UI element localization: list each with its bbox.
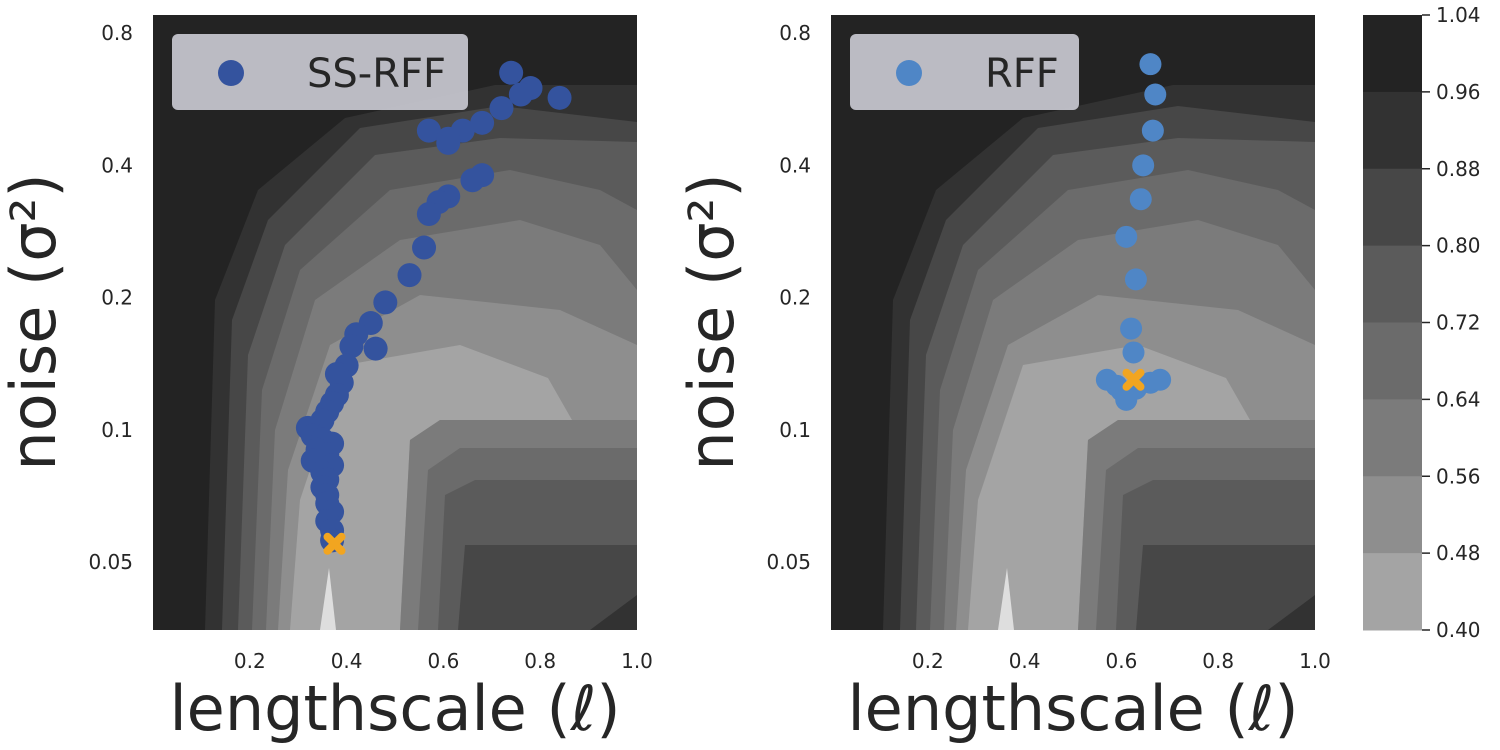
x-tick-label: 0.6 [1105,649,1137,673]
data-point [460,168,485,193]
x-tick-label: 0.4 [331,649,363,673]
data-point [1115,388,1138,411]
legend-box [172,34,468,110]
colorbar-band [1363,245,1422,323]
x-tick-label: 0.6 [427,649,459,673]
colorbar-tick-label: 0.96 [1436,80,1481,104]
legend-marker-rff [896,60,922,86]
colorbar-band [1363,553,1422,631]
contour-map [153,15,637,630]
data-point [547,85,572,110]
x-tick-label: 0.2 [234,649,266,673]
legend-label-rff: RFF [985,51,1059,97]
data-point [1141,119,1164,142]
colorbar: 1.04 0.96 0.88 0.80 0.72 0.64 0.56 0.48 0.40 [1363,3,1481,642]
y-tick-label: 0.05 [766,550,811,574]
contour-map [831,15,1315,630]
x-tick-label: 0.8 [524,649,556,673]
y-tick-label: 0.05 [88,550,133,574]
y-tick-label: 0.4 [779,153,811,177]
optimum-x-marker [323,532,346,555]
data-point [1129,188,1152,211]
colorbar-band [1363,399,1422,477]
legend-box [850,34,1079,110]
data-point [363,336,388,361]
data-point [412,235,437,260]
x-tick-labels-left: 0.2 0.4 0.6 0.8 1.0 [234,649,653,673]
data-point [397,263,422,288]
data-point [1124,268,1147,291]
x-axis-label: lengthscale (ℓ) [847,672,1298,745]
series-layer-right [1095,53,1172,411]
y-tick-label: 0.2 [101,286,133,310]
panel-rff: 0.2 0.4 0.6 0.8 1.0 0.05 0.1 0.2 0.4 0.8 lengths… [675,15,1331,745]
data-point [416,201,441,226]
colorbar-tick-label: 1.04 [1436,3,1481,27]
x-tick-label: 1.0 [1299,649,1331,673]
data-point [436,126,461,151]
colorbar-band [1363,476,1422,554]
x-tick-label: 0.4 [1009,649,1041,673]
panel-ss-rff: 0.2 0.4 0.6 0.8 1.0 0.05 0.1 0.2 0.4 0.8 lengths… [0,15,653,745]
colorbar-tick-label: 0.40 [1436,618,1481,642]
y-tick-label: 0.2 [779,286,811,310]
data-point [1132,154,1155,177]
y-tick-labels-right: 0.05 0.1 0.2 0.4 0.8 [766,21,811,574]
x-tick-label: 1.0 [621,649,653,673]
data-point [1144,83,1167,106]
data-point [470,110,495,135]
series-layer-left [295,60,572,555]
colorbar-band [1363,322,1422,400]
data-point [1120,317,1143,340]
y-tick-label: 0.4 [101,153,133,177]
data-point [416,118,441,143]
data-point [1149,368,1172,391]
y-tick-label: 0.1 [101,418,133,442]
colorbar-band [1363,91,1422,170]
colorbar-tick-label: 0.88 [1436,157,1481,181]
colorbar-tick-label: 0.56 [1436,464,1481,488]
y-tick-label: 0.8 [779,21,811,45]
colorbar-band [1363,15,1422,93]
colorbar-tick-label: 0.80 [1436,234,1481,258]
x-tick-label: 0.8 [1202,649,1234,673]
data-point [1115,225,1138,248]
legend-marker-ss-rff [218,60,244,86]
y-tick-label: 0.1 [779,418,811,442]
x-tick-label: 0.2 [912,649,944,673]
legend: SS-RFF [172,34,468,110]
data-point [508,82,533,107]
y-tick-labels-left: 0.05 0.1 0.2 0.4 0.8 [88,21,133,574]
y-axis-label: noise (σ²) [675,173,748,470]
optimum-x-marker [1122,368,1145,391]
colorbar-band [1363,168,1422,247]
colorbar-tick-label: 0.64 [1436,387,1481,411]
data-point [1122,341,1145,364]
legend-label-ss-rff: SS-RFF [307,51,446,97]
colorbar-tick-label: 0.72 [1436,311,1481,335]
data-point [373,290,398,315]
legend: RFF [850,34,1079,110]
colorbar-tick-label: 0.48 [1436,541,1481,565]
x-axis-label: lengthscale (ℓ) [169,672,620,745]
data-point [499,60,524,85]
x-tick-labels-right: 0.2 0.4 0.6 0.8 1.0 [912,649,1331,673]
data-point [1139,53,1162,76]
data-point [339,334,364,359]
y-tick-label: 0.8 [101,21,133,45]
y-axis-label: noise (σ²) [0,173,70,470]
data-point [489,96,514,121]
